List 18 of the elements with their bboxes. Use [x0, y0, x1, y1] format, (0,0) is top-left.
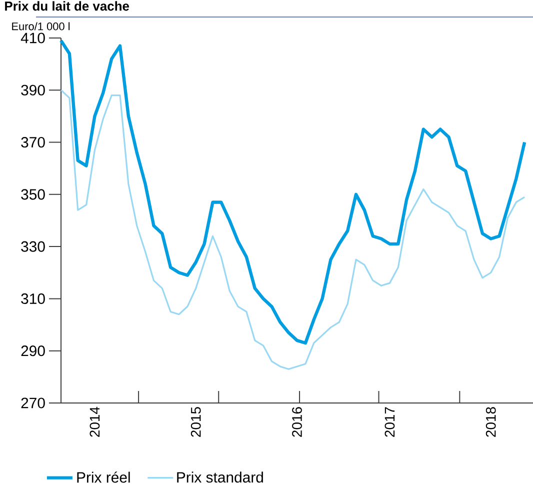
y-tick-label: 310: [21, 293, 45, 304]
chart-title: Prix du lait de vache: [5, 1, 130, 11]
y-tick-label: 350: [21, 189, 45, 200]
y-tick-label: 410: [20, 32, 45, 44]
legend-label: Prix réel: [77, 472, 130, 483]
y-axis-title: Euro/1 000 l: [12, 22, 70, 30]
y-tick-label: 270: [21, 398, 45, 408]
line-series: [60, 89, 526, 370]
x-tick-label: 2018: [486, 407, 496, 437]
y-tick-label: 330: [21, 241, 45, 252]
x-tick-label: 2017: [384, 407, 395, 437]
x-tick-label: 2016: [292, 407, 302, 437]
x-tick-label: 2015: [190, 407, 201, 437]
y-tick-label: 290: [21, 346, 45, 356]
x-tick-label: 2014: [90, 406, 100, 437]
y-tick-label: 390: [21, 84, 45, 96]
y-tick-label: 370: [21, 136, 45, 148]
legend-label: Prix standard: [177, 472, 263, 483]
